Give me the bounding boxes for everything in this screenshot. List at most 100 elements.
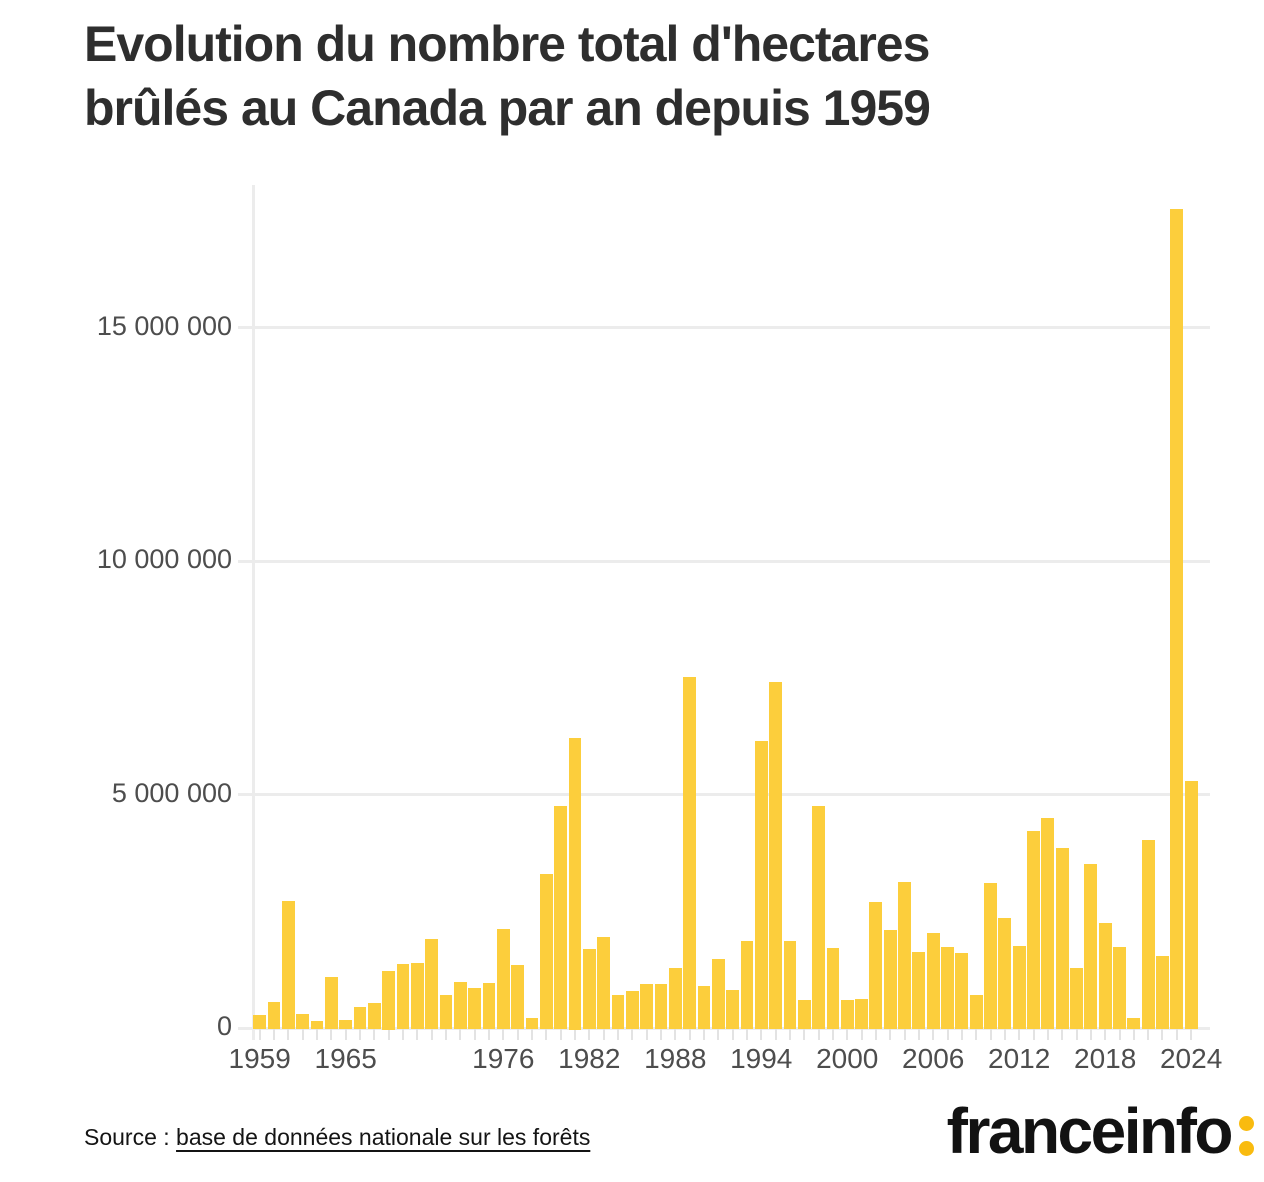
source-link[interactable]: base de données nationale sur les forêts bbox=[176, 1124, 591, 1150]
x-tick-1967 bbox=[373, 1028, 376, 1040]
x-tick-1977 bbox=[516, 1028, 519, 1040]
bar-1975 bbox=[482, 983, 496, 1030]
bar-1982 bbox=[582, 948, 596, 1030]
bar-1974 bbox=[468, 987, 482, 1030]
bar-1970 bbox=[410, 962, 424, 1030]
bar-1996 bbox=[783, 941, 797, 1030]
x-tick-2022 bbox=[1161, 1028, 1164, 1040]
x-tick-2010 bbox=[989, 1028, 992, 1040]
x-tick-2020 bbox=[1132, 1028, 1135, 1040]
x-tick-2006 bbox=[932, 1028, 935, 1040]
bar-2009 bbox=[969, 994, 983, 1030]
bar-2021 bbox=[1141, 840, 1155, 1030]
bar-2012 bbox=[1012, 945, 1026, 1030]
x-tick-1998 bbox=[817, 1028, 820, 1040]
x-axis-label-2000: 2000 bbox=[816, 1043, 879, 1074]
x-tick-1969 bbox=[402, 1028, 404, 1040]
x-tick-1965 bbox=[344, 1028, 347, 1040]
bar-2007 bbox=[941, 946, 954, 1030]
x-tick-1964 bbox=[330, 1028, 333, 1040]
bar-1994 bbox=[754, 741, 768, 1030]
bar-1999 bbox=[826, 947, 840, 1030]
x-tick-1999 bbox=[831, 1028, 834, 1040]
bar-2022 bbox=[1156, 956, 1169, 1030]
bar-2000 bbox=[840, 999, 854, 1030]
bar-1977 bbox=[511, 965, 525, 1030]
x-tick-1962 bbox=[301, 1028, 304, 1040]
x-tick-1985 bbox=[631, 1028, 634, 1040]
y-axis-line bbox=[252, 185, 255, 1040]
x-tick-2004 bbox=[903, 1028, 906, 1040]
x-tick-1968 bbox=[387, 1028, 390, 1040]
x-tick-2019 bbox=[1118, 1028, 1121, 1040]
x-tick-1966 bbox=[359, 1028, 361, 1040]
bar-1980 bbox=[554, 805, 568, 1030]
x-tick-1960 bbox=[273, 1028, 276, 1040]
y-axis-label-10000000: 10 000 000 bbox=[96, 544, 232, 574]
x-tick-1995 bbox=[774, 1028, 777, 1040]
bar-1991 bbox=[711, 958, 725, 1030]
bar-1971 bbox=[425, 939, 439, 1030]
x-axis-label-1976: 1976 bbox=[472, 1043, 535, 1074]
bar-2020 bbox=[1127, 1018, 1141, 1030]
bar-2001 bbox=[855, 999, 868, 1030]
bar-1972 bbox=[439, 994, 453, 1030]
x-tick-2003 bbox=[889, 1028, 892, 1040]
bar-2023 bbox=[1170, 209, 1184, 1030]
bar-2003 bbox=[883, 930, 897, 1030]
bar-1997 bbox=[797, 999, 811, 1030]
bar-2019 bbox=[1113, 947, 1126, 1030]
gridline-5000000 bbox=[238, 793, 1210, 796]
bar-1981 bbox=[568, 737, 582, 1030]
bar-1987 bbox=[654, 983, 668, 1030]
x-tick-2016 bbox=[1075, 1028, 1078, 1040]
x-tick-1983 bbox=[602, 1028, 605, 1040]
bar-2010 bbox=[984, 882, 997, 1030]
x-tick-2012 bbox=[1018, 1028, 1021, 1040]
x-tick-2001 bbox=[860, 1028, 863, 1040]
x-tick-1981 bbox=[573, 1028, 576, 1040]
x-tick-2007 bbox=[946, 1028, 949, 1040]
bar-1966 bbox=[353, 1007, 367, 1030]
bar-2004 bbox=[898, 882, 911, 1030]
franceinfo-colon-icon bbox=[1239, 1109, 1254, 1163]
x-tick-2005 bbox=[917, 1028, 920, 1040]
x-tick-2024 bbox=[1190, 1028, 1193, 1040]
x-tick-2023 bbox=[1175, 1028, 1178, 1040]
x-tick-1988 bbox=[674, 1028, 677, 1040]
x-tick-1996 bbox=[788, 1028, 791, 1040]
gridline-15000000 bbox=[238, 326, 1210, 329]
x-tick-2008 bbox=[960, 1028, 963, 1040]
bar-1968 bbox=[382, 971, 396, 1030]
title-line-2: brûlés au Canada par an depuis 1959 bbox=[84, 80, 931, 136]
x-axis-label-2012: 2012 bbox=[988, 1043, 1051, 1074]
bar-2005 bbox=[912, 951, 926, 1030]
x-axis-label-2018: 2018 bbox=[1074, 1043, 1137, 1074]
bar-2024 bbox=[1184, 780, 1198, 1030]
x-tick-2014 bbox=[1046, 1028, 1049, 1040]
x-tick-1980 bbox=[559, 1028, 562, 1040]
x-axis-label-1994: 1994 bbox=[730, 1043, 793, 1074]
bar-1985 bbox=[625, 991, 639, 1030]
bar-1967 bbox=[367, 1002, 381, 1030]
bar-1993 bbox=[740, 940, 754, 1030]
x-tick-1963 bbox=[316, 1028, 319, 1040]
x-tick-2013 bbox=[1032, 1028, 1035, 1040]
x-axis-label-1959: 1959 bbox=[228, 1043, 291, 1074]
bar-1989 bbox=[683, 676, 696, 1030]
x-tick-1975 bbox=[487, 1028, 490, 1040]
bar-1979 bbox=[539, 873, 553, 1030]
bar-1992 bbox=[726, 990, 739, 1030]
x-axis-label-2006: 2006 bbox=[902, 1043, 965, 1074]
bar-2014 bbox=[1041, 818, 1055, 1030]
x-tick-1992 bbox=[731, 1028, 734, 1040]
x-axis-label-1988: 1988 bbox=[644, 1043, 707, 1074]
franceinfo-logo: franceinfo bbox=[947, 1096, 1254, 1166]
bar-1963 bbox=[310, 1021, 324, 1030]
x-tick-1984 bbox=[616, 1028, 619, 1040]
bar-2016 bbox=[1070, 968, 1083, 1030]
bar-2018 bbox=[1098, 922, 1112, 1030]
bar-2008 bbox=[955, 952, 969, 1030]
source-note: Source : base de données nationale sur l… bbox=[84, 1124, 590, 1151]
